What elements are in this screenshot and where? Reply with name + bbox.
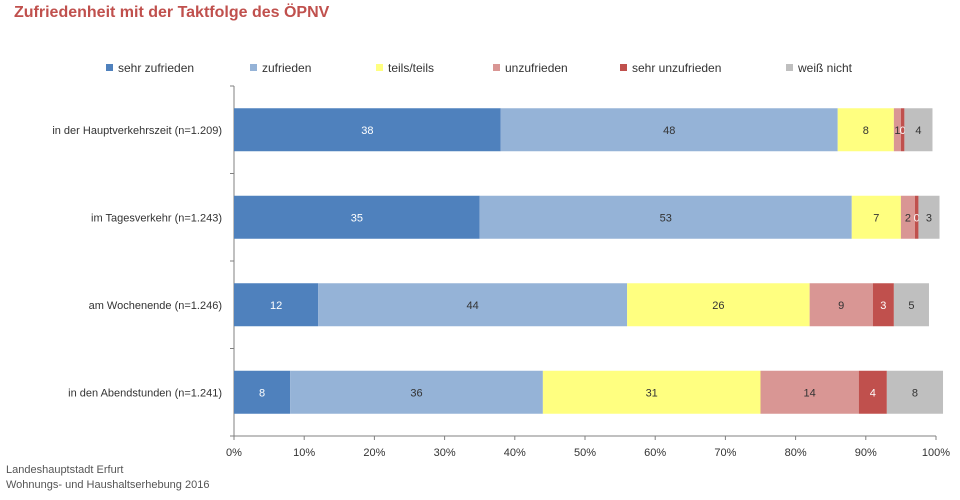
category-label: in der Hauptverkehrszeit (n=1.209) — [52, 125, 222, 137]
legend-swatch — [106, 64, 113, 71]
legend-label: unzufrieden — [505, 61, 568, 75]
data-label: 0 — [900, 125, 906, 137]
bar-segment — [893, 283, 929, 327]
legend-swatch — [786, 64, 793, 71]
x-tick-label: 40% — [504, 447, 526, 459]
legend-swatch — [493, 64, 500, 71]
bar-segment — [918, 195, 940, 239]
legend-swatch — [250, 64, 257, 71]
bar-segment — [500, 108, 838, 152]
legend-swatch — [620, 64, 627, 71]
bar-segment — [234, 195, 480, 239]
bar-segment — [872, 283, 894, 327]
bar-segment — [542, 370, 761, 414]
x-tick-label: 50% — [574, 447, 596, 459]
bar-segment — [318, 283, 628, 327]
data-label: 9 — [838, 300, 844, 312]
bar-segment — [760, 370, 859, 414]
x-tick-label: 80% — [785, 447, 807, 459]
bar-segment — [627, 283, 810, 327]
data-label: 35 — [351, 212, 363, 224]
bar-segment — [809, 283, 873, 327]
data-label: 0 — [914, 212, 920, 224]
data-label: 36 — [410, 387, 422, 399]
bar-segment — [900, 195, 915, 239]
data-label: 31 — [646, 387, 658, 399]
x-tick-label: 30% — [434, 447, 456, 459]
data-label: 4 — [915, 125, 921, 137]
bar-segment — [904, 108, 933, 152]
data-label: 7 — [873, 212, 879, 224]
x-tick-label: 100% — [922, 447, 950, 459]
data-label: 12 — [270, 300, 282, 312]
data-label: 38 — [361, 125, 373, 137]
bar-segment — [858, 370, 887, 414]
x-tick-label: 10% — [293, 447, 315, 459]
legend-label: teils/teils — [388, 61, 434, 75]
bar-segment — [851, 195, 901, 239]
bar-segment — [886, 370, 944, 414]
legend-label: zufrieden — [262, 61, 311, 75]
data-label: 5 — [908, 300, 914, 312]
legend-swatch — [376, 64, 383, 71]
data-label: 8 — [259, 387, 265, 399]
category-label: am Wochenende (n=1.246) — [89, 300, 222, 312]
legend-label: sehr zufrieden — [118, 61, 194, 75]
bar-segment — [234, 370, 291, 414]
data-label: 4 — [870, 387, 876, 399]
source-line-1: Landeshauptstadt Erfurt — [6, 464, 124, 476]
source-line-2: Wohnungs- und Haushaltserhebung 2016 — [6, 479, 210, 491]
bar-segment — [479, 195, 852, 239]
category-label: im Tagesverkehr (n=1.243) — [91, 212, 222, 224]
bar-segment — [900, 108, 905, 152]
data-label: 2 — [905, 212, 911, 224]
stacked-bar-chart: sehr zufrieden zufrieden teils/teils unzufr… — [52, 61, 950, 459]
bar-segment — [914, 195, 919, 239]
x-tick-label: 60% — [644, 447, 666, 459]
bar-segment — [837, 108, 894, 152]
bar-segment — [234, 108, 501, 152]
data-label: 44 — [467, 300, 479, 312]
category-label: in den Abendstunden (n=1.241) — [68, 387, 222, 399]
data-label: 8 — [912, 387, 918, 399]
data-label: 48 — [663, 125, 675, 137]
chart-title: Zufriedenheit mit der Taktfolge des ÖPNV — [14, 4, 330, 21]
data-label: 53 — [660, 212, 672, 224]
bar-segment — [234, 283, 319, 327]
legend-label: sehr unzufrieden — [632, 61, 721, 75]
bar-segment — [893, 108, 901, 152]
x-tick-label: 70% — [714, 447, 736, 459]
data-label: 3 — [926, 212, 932, 224]
x-tick-label: 20% — [363, 447, 385, 459]
x-tick-label: 0% — [226, 447, 242, 459]
data-label: 3 — [880, 300, 886, 312]
legend-label: weiß nicht — [797, 61, 853, 75]
bar-segment — [290, 370, 543, 414]
data-label: 1 — [894, 125, 900, 137]
x-tick-label: 90% — [855, 447, 877, 459]
data-label: 14 — [804, 387, 816, 399]
data-label: 26 — [712, 300, 724, 312]
data-label: 8 — [863, 125, 869, 137]
